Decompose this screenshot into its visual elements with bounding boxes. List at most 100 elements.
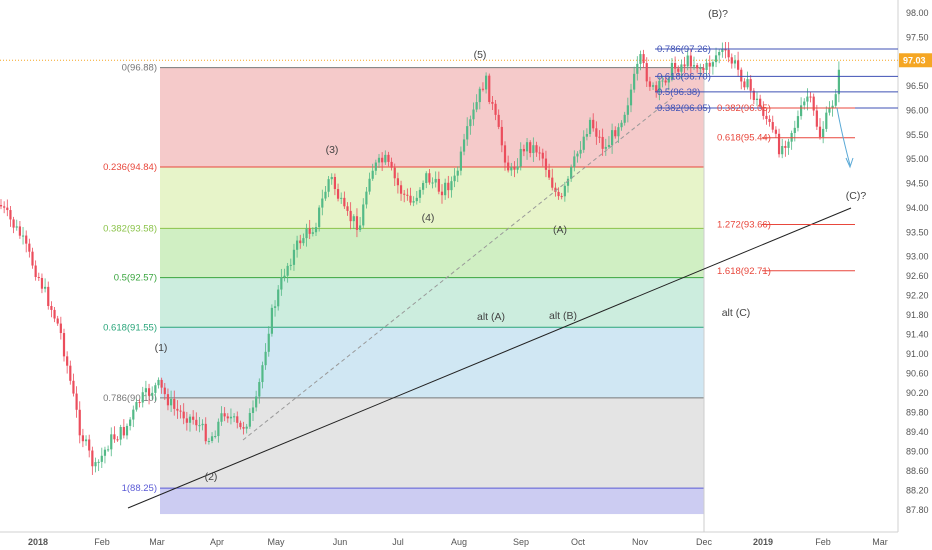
fib-zone	[160, 166, 704, 229]
candle-body	[459, 151, 462, 171]
price-tick-label: 89.40	[906, 427, 929, 437]
candle-body	[349, 210, 352, 222]
trendline	[127, 207, 852, 509]
candle-body	[466, 126, 469, 140]
candle-body	[692, 65, 696, 67]
wave-annotation: alt (C)	[722, 307, 751, 319]
candle-body	[588, 119, 592, 135]
fib-level-label: 0.236(94.84)	[103, 162, 157, 173]
candle-body	[796, 116, 800, 128]
fib-zone	[160, 488, 704, 515]
candle-body	[563, 185, 566, 197]
candle-body	[280, 277, 283, 290]
candle-body	[125, 425, 129, 436]
candle-body	[207, 441, 210, 443]
candle-body	[132, 409, 135, 420]
candle-body	[340, 197, 343, 199]
candle-body	[434, 178, 437, 183]
candle-body	[103, 449, 107, 456]
candle-body	[570, 167, 573, 179]
candle-body	[330, 176, 333, 180]
candle-body	[409, 195, 412, 203]
candle-body	[418, 189, 422, 198]
candle-body	[516, 166, 519, 170]
candle-body	[532, 145, 535, 154]
candle-body	[529, 142, 532, 154]
candle-body	[667, 78, 670, 83]
time-tick-label: Aug	[451, 537, 467, 547]
wave-annotation: (3)	[326, 144, 339, 156]
fib-zone	[160, 67, 704, 167]
fib-zone	[160, 277, 704, 328]
candle-body	[491, 101, 494, 104]
candle-body	[399, 185, 403, 194]
wave-annotation: (5)	[474, 49, 487, 61]
candle-body	[359, 225, 362, 230]
candle-body	[425, 173, 428, 183]
candle-body	[793, 127, 796, 134]
candle-body	[286, 265, 289, 276]
candle-body	[450, 181, 453, 191]
candle-body	[582, 136, 585, 150]
candle-body	[557, 191, 560, 197]
fib-zone	[160, 397, 704, 489]
candle-body	[617, 127, 620, 137]
candle-body	[560, 196, 563, 198]
price-tick-label: 89.80	[906, 408, 929, 418]
candle-body	[453, 175, 456, 182]
candle-body	[494, 103, 497, 115]
candle-body	[705, 62, 708, 70]
candle-body	[724, 49, 727, 51]
candle-body	[151, 392, 154, 396]
candle-body	[318, 207, 321, 228]
price-tick-label: 94.50	[906, 179, 929, 189]
fib-level-label: 0.786(90.10)	[103, 393, 157, 404]
fib-level-label: 0.618(91.55)	[103, 322, 157, 333]
small-fib-label: 0.382(96.05)	[657, 103, 711, 114]
wave-annotation: (B)?	[708, 8, 728, 20]
wave-annotation: (2)	[205, 471, 218, 483]
candle-body	[182, 411, 185, 419]
price-tick-label: 95.00	[906, 154, 929, 164]
candle-body	[166, 394, 170, 406]
candle-body	[44, 286, 47, 289]
candle-body	[721, 49, 724, 52]
candle-body	[59, 323, 62, 334]
price-tick-label: 93.50	[906, 227, 929, 237]
candle-body	[226, 416, 229, 419]
fib-extension-label: 0.382(96.05)	[717, 103, 771, 114]
candle-body	[674, 62, 677, 69]
candle-body	[513, 167, 516, 170]
candle-body	[91, 450, 94, 467]
candle-body	[355, 216, 359, 230]
price-tick-label: 92.60	[906, 271, 929, 281]
candle-body	[185, 418, 188, 423]
candle-body	[743, 81, 746, 88]
time-tick-label: Sep	[513, 537, 529, 547]
candle-body	[733, 60, 737, 64]
candle-body	[368, 178, 371, 192]
candle-body	[507, 162, 510, 171]
candle-body	[828, 107, 831, 113]
candle-body	[34, 265, 37, 278]
candle-body	[749, 79, 752, 91]
candle-body	[815, 110, 818, 127]
candle-body	[387, 154, 390, 162]
candle-body	[135, 402, 138, 410]
candle-body	[154, 385, 157, 393]
candle-body	[220, 413, 223, 422]
time-tick-label: Mar	[872, 537, 888, 547]
wave-annotation: (1)	[155, 342, 168, 354]
wave-annotation: alt (B)	[549, 310, 577, 322]
candle-body	[217, 421, 220, 437]
price-tick-label: 92.20	[906, 291, 929, 301]
candle-body	[352, 216, 355, 222]
projection-arrow	[836, 107, 851, 166]
candle-body	[53, 309, 56, 319]
candle-body	[100, 455, 103, 462]
candle-body	[576, 153, 579, 157]
candle-body	[21, 235, 25, 237]
candle-body	[519, 148, 522, 167]
candle-body	[223, 413, 226, 417]
